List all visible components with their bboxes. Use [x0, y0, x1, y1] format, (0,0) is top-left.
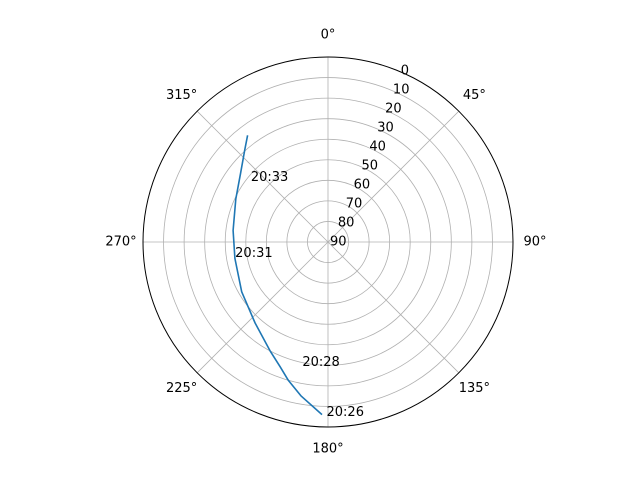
ring-gridline [163, 77, 493, 407]
radial-tick-label: 10 [393, 83, 410, 98]
angle-tick-label: 315° [166, 88, 197, 103]
grid-layer [142, 56, 514, 428]
ring-gridline [265, 179, 391, 305]
ring-gridline [204, 118, 452, 366]
time-annotation: 20:31 [235, 246, 272, 261]
series-layer [232, 135, 323, 416]
angle-tick-label: 0° [321, 28, 336, 43]
ring-gridline [286, 200, 370, 284]
spoke-gridline [327, 241, 460, 374]
radial-tick-label: 0 [401, 64, 409, 79]
radial-tick-label: 70 [346, 197, 363, 212]
time-annotation: 20:33 [251, 170, 288, 185]
tick-label-layer: 0° 45° 90° 135° 180° 225° 270° 315° 0 10 20 30 40 50 6… [105, 28, 546, 457]
ring-gridline [183, 97, 473, 387]
ring-gridline [307, 221, 349, 263]
annotation-layer: 20:26 20:28 20:31 20:33 [235, 170, 364, 420]
polar-frame [142, 56, 514, 428]
radial-tick-label: 50 [361, 159, 378, 174]
radial-tick-label: 30 [377, 121, 394, 136]
time-annotation: 20:26 [327, 405, 364, 420]
angle-tick-label: 45° [463, 88, 486, 103]
time-annotation: 20:28 [302, 355, 339, 370]
angle-tick-label: 180° [312, 442, 343, 457]
angle-tick-label: 90° [523, 235, 546, 250]
radial-tick-label: 40 [369, 140, 386, 155]
spoke-gridline [327, 110, 460, 243]
radial-tick-label: 60 [354, 178, 371, 193]
spoke-gridline [196, 110, 329, 243]
angle-tick-label: 225° [166, 381, 197, 396]
radial-tick-label: 80 [338, 216, 355, 231]
spoke-gridline [196, 241, 329, 374]
radial-tick-label: 20 [385, 102, 402, 117]
ring-gridline [224, 138, 432, 346]
angle-tick-label: 270° [105, 235, 136, 250]
ring-gridline [245, 159, 411, 325]
angle-tick-label: 135° [459, 381, 490, 396]
series-line [232, 135, 323, 416]
radial-tick-label: 90 [330, 235, 347, 250]
